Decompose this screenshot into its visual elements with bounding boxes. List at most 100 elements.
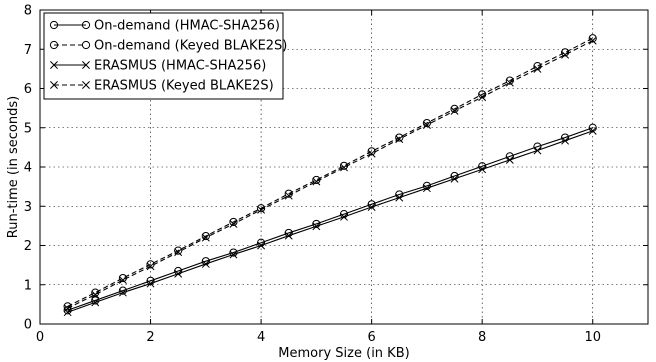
legend: On-demand (HMAC-SHA256) On-demand (Keyed … — [43, 12, 287, 100]
series-3-point — [395, 193, 404, 202]
series-3-point — [533, 146, 542, 155]
series-2-point — [339, 161, 349, 170]
series-2-point — [588, 34, 597, 43]
y-tick-label: 1 — [24, 278, 32, 293]
series-2-point — [478, 90, 487, 99]
series-3-point — [340, 212, 348, 221]
x-tick-label: 0 — [36, 330, 44, 345]
legend-marker-4 — [82, 81, 90, 89]
series-4-point — [229, 219, 238, 228]
series-2-point — [312, 175, 321, 185]
series-1-point — [63, 306, 72, 315]
series-2-point — [560, 48, 570, 57]
series-1-point — [174, 266, 183, 276]
series-3-point — [505, 155, 514, 164]
x-tick-label: 4 — [257, 330, 265, 345]
series-2-point — [63, 302, 72, 311]
legend-marker-3 — [82, 61, 90, 69]
y-tick-label: 7 — [24, 43, 32, 58]
tick-labels: 0 1 2 3 4 5 6 7 8 0 2 4 6 8 10 — [24, 4, 601, 346]
series-3-point — [588, 126, 597, 135]
series-3-point — [174, 269, 183, 278]
x-tick-label: 8 — [478, 330, 486, 345]
series-markers — [63, 34, 597, 317]
legend-label-2: On-demand (Keyed BLAKE2S) — [94, 39, 287, 54]
series-2-point — [450, 104, 459, 114]
series-4-point — [284, 191, 293, 200]
series-2-point — [284, 189, 293, 198]
series-2-point — [146, 260, 155, 269]
x-tick-label: 6 — [367, 330, 375, 345]
series-2-point — [533, 62, 542, 71]
legend-label-4: ERASMUS (Keyed BLAKE2S) — [94, 79, 274, 94]
x-tick-label: 2 — [146, 330, 154, 345]
series-1-point — [91, 296, 100, 305]
legend-marker-1 — [49, 20, 59, 30]
series-4-point — [91, 290, 100, 299]
y-tick-label: 3 — [24, 200, 32, 215]
series-3-point — [367, 203, 376, 211]
series-3-point — [450, 174, 459, 183]
series-1-point — [118, 286, 128, 295]
series-3-point — [422, 184, 431, 193]
y-tick-label: 6 — [24, 82, 32, 97]
series-4-point — [505, 78, 514, 87]
series-3-point — [63, 308, 72, 317]
series-1-point — [256, 238, 266, 247]
legend-marker-2 — [81, 40, 91, 50]
axis-ticks — [39, 9, 648, 325]
y-axis-label: Run-time (in seconds) — [6, 96, 21, 238]
series-2-point — [174, 246, 183, 255]
legend-marker-4 — [50, 81, 58, 89]
series-4-point — [478, 93, 487, 102]
series-2-point — [201, 231, 210, 241]
x-axis-label: Memory Size (in KB) — [278, 346, 409, 361]
legend-label-1: On-demand (HMAC-SHA256) — [94, 19, 280, 34]
series-3-point — [561, 136, 570, 145]
series-3-point — [312, 222, 321, 231]
series-3-point — [118, 288, 127, 297]
series-1-point — [422, 181, 432, 190]
series-3-point — [478, 165, 487, 174]
series-4-point — [257, 205, 266, 214]
legend-marker-3 — [50, 61, 58, 69]
series-4-point — [340, 163, 348, 172]
y-tick-label: 0 — [24, 318, 32, 333]
series-4-point — [561, 50, 570, 59]
series-1-point — [284, 228, 293, 238]
series-2-point — [91, 288, 100, 297]
y-tick-label: 4 — [24, 161, 32, 176]
series-2-point — [367, 147, 376, 156]
series-4-point — [588, 36, 597, 45]
series-3-point — [284, 231, 293, 240]
series-1-point — [450, 171, 459, 181]
series-2-point — [505, 76, 514, 85]
series-4-point — [422, 121, 431, 129]
series-4-point — [312, 177, 321, 186]
series-line-2 — [67, 37, 593, 307]
series-3-point — [257, 241, 266, 250]
series-1-point — [312, 219, 321, 229]
series-2-point — [118, 273, 128, 283]
series-2-point — [256, 204, 266, 213]
series-4-point — [118, 276, 127, 284]
series-4-point — [395, 135, 404, 144]
series-4-point — [63, 304, 72, 313]
series-1-point — [367, 200, 376, 209]
series-line-4 — [67, 40, 593, 309]
series-3-point — [201, 259, 210, 268]
y-tick-label: 5 — [24, 121, 32, 136]
legend-box — [43, 12, 284, 100]
series-2-point — [229, 217, 238, 227]
x-tick-label: 10 — [584, 330, 601, 345]
series-3-point — [229, 250, 238, 259]
series-line-1 — [67, 127, 593, 311]
series-1-point — [339, 210, 349, 219]
y-tick-label: 2 — [24, 239, 32, 254]
series-4-point — [146, 262, 155, 271]
series-line-3 — [67, 130, 593, 313]
legend-marker-2 — [49, 40, 59, 50]
series-1-point — [201, 257, 210, 266]
legend-marker-1 — [81, 20, 91, 30]
